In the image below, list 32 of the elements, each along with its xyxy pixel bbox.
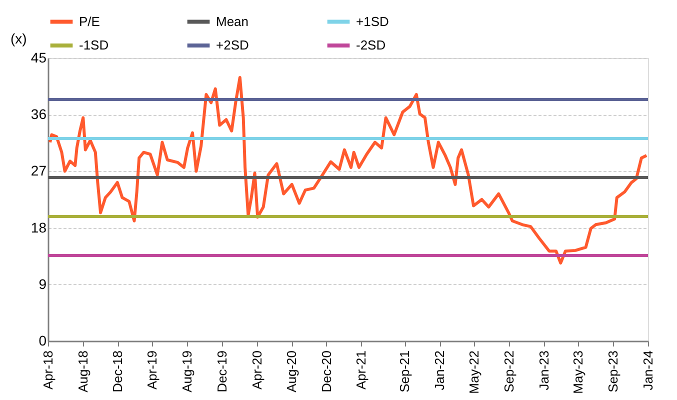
y-tick-label: 0 bbox=[38, 332, 47, 348]
x-tick-label: Aug-19 bbox=[180, 350, 195, 392]
x-tick-label: Aug-18 bbox=[75, 350, 90, 392]
legend-label: +2SD bbox=[216, 38, 249, 52]
x-tick-label: Dec-20 bbox=[318, 350, 334, 392]
x-tick-label: Apr-18 bbox=[40, 350, 56, 390]
x-tick-label: Dec-19 bbox=[214, 350, 230, 392]
y-tick-label: 9 bbox=[38, 276, 47, 292]
line-series bbox=[48, 76, 648, 265]
legend-label: P/E bbox=[79, 14, 100, 29]
y-tick-label: 36 bbox=[30, 106, 47, 122]
x-tick-label: May-23 bbox=[570, 350, 586, 394]
legend-label: Mean bbox=[216, 14, 249, 29]
x-tick-label: Jan-22 bbox=[432, 350, 448, 390]
y-tick-label: 27 bbox=[30, 162, 47, 179]
x-tick-label: Dec-18 bbox=[110, 350, 126, 392]
y-axis-title: (x) bbox=[10, 30, 27, 46]
legend-label: +1SD bbox=[356, 14, 389, 29]
x-tick-label: Apr-20 bbox=[249, 350, 264, 390]
legend-label: -2SD bbox=[356, 38, 386, 52]
x-tick-label: Sep-21 bbox=[397, 350, 412, 392]
x-tick-label: Sep-22 bbox=[501, 350, 516, 392]
x-tick-label: Sep-23 bbox=[606, 350, 621, 392]
legend-label: -1SD bbox=[79, 38, 109, 52]
x-tick-label: Aug-20 bbox=[284, 350, 300, 392]
x-tick-label: Jan-23 bbox=[536, 350, 552, 390]
y-tick-label: 45 bbox=[30, 50, 47, 66]
x-tick-label: Apr-21 bbox=[353, 350, 368, 390]
x-tick-label: Jan-24 bbox=[640, 350, 656, 390]
x-tick-label: May-22 bbox=[466, 350, 482, 394]
x-tick-label: Apr-19 bbox=[144, 350, 160, 390]
y-tick-label: 18 bbox=[30, 219, 47, 236]
